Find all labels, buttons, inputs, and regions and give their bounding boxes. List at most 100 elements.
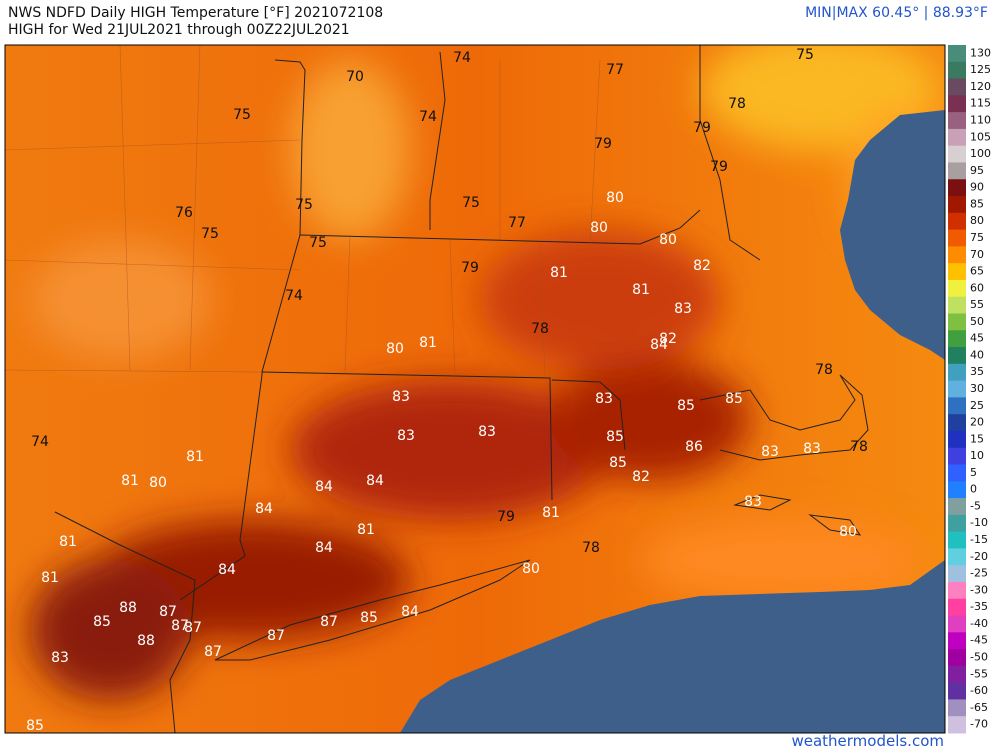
subtitle: HIGH for Wed 21JUL2021 through 00Z22JUL2…	[8, 22, 350, 38]
colorbar-swatch	[948, 330, 966, 348]
temperature-label: 80	[522, 561, 540, 577]
colorbar-label: 130	[970, 46, 991, 59]
temperature-label: 84	[255, 501, 273, 517]
colorbar-swatch	[948, 632, 966, 650]
colorbar-swatch	[948, 112, 966, 130]
colorbar-label: 10	[970, 449, 984, 462]
colorbar-swatch	[948, 565, 966, 583]
temperature-label: 80	[606, 190, 624, 206]
temperature-label: 79	[710, 159, 728, 175]
title: NWS NDFD Daily HIGH Temperature [°F] 202…	[8, 5, 384, 21]
temperature-label: 81	[419, 335, 437, 351]
temperature-label: 79	[693, 120, 711, 136]
colorbar-swatch	[948, 196, 966, 214]
colorbar-label: -10	[970, 516, 988, 529]
colorbar-label: 50	[970, 315, 984, 328]
temperature-label: 80	[839, 524, 857, 540]
temperature-label: 87	[267, 628, 285, 644]
colorbar-swatch	[948, 531, 966, 549]
temperature-label: 79	[461, 260, 479, 276]
colorbar-label: -70	[970, 718, 988, 731]
temperature-label: 74	[285, 288, 303, 304]
colorbar-label: 80	[970, 214, 984, 227]
colorbar-label: 125	[970, 63, 991, 76]
county-lines	[5, 45, 601, 379]
temperature-label: 81	[357, 522, 375, 538]
temperature-label: 78	[728, 96, 746, 112]
temperature-label: 83	[51, 650, 69, 666]
colorbar-label: -65	[970, 701, 988, 714]
temperature-label: 78	[582, 540, 600, 556]
boundaries	[54, 45, 869, 733]
colorbar-label: 70	[970, 248, 984, 261]
colorbar-label: -15	[970, 533, 988, 546]
temperature-label: 83	[761, 444, 779, 460]
temperature-label: 82	[693, 258, 711, 274]
colorbar-label: 90	[970, 181, 984, 194]
temperature-label: 70	[346, 69, 364, 85]
temperature-label: 81	[121, 473, 139, 489]
colorbar-label: 60	[970, 281, 984, 294]
map-frame	[4, 44, 946, 734]
temperature-label: 88	[137, 633, 155, 649]
temperature-label: 84	[650, 337, 668, 353]
colorbar-swatch	[948, 279, 966, 298]
temperature-label: 85	[725, 391, 743, 407]
temperature-label: 83	[595, 391, 613, 407]
min-max: MIN|MAX 60.45° | 88.93°F	[805, 5, 988, 21]
colorbar-swatch	[948, 347, 966, 365]
temperature-label: 84	[315, 479, 333, 495]
colorbar-label: 45	[970, 332, 984, 345]
colorbar-label: 115	[970, 97, 991, 110]
temperature-label: 74	[31, 434, 49, 450]
colorbar-swatch	[948, 699, 966, 717]
map-field: 74 77 75 70 78 75 74 79 79 79 80 76 75 75 77 75 80 80 75 79…	[5, 45, 945, 733]
colorbar-swatch	[948, 397, 966, 415]
colorbar-label: -55	[970, 667, 988, 680]
temperature-label: 87	[159, 604, 177, 620]
temperature-label: 81	[59, 534, 77, 550]
colorbar-label: 20	[970, 416, 984, 429]
temperature-label: 79	[497, 509, 515, 525]
temperature-label: 84	[401, 604, 419, 620]
temperature-label: 78	[850, 439, 868, 455]
temperature-label: 85	[677, 398, 695, 414]
temperature-label: 75	[295, 197, 313, 213]
temperature-label: 88	[119, 600, 137, 616]
temperature-label: 84	[315, 540, 333, 556]
temperature-label: 80	[590, 220, 608, 236]
colorbar-swatch	[948, 682, 966, 700]
colorbar-label: -5	[970, 499, 981, 512]
colorbar-label: -20	[970, 550, 988, 563]
colorbar-label: 120	[970, 80, 991, 93]
colorbar-swatch	[948, 581, 966, 600]
temperature-label: 75	[462, 195, 480, 211]
colorbar-swatch	[948, 363, 966, 382]
colorbar-swatch	[948, 548, 966, 566]
temperature-label: 75	[309, 235, 327, 251]
colorbar-label: 35	[970, 365, 984, 378]
temperature-label: 81	[41, 570, 59, 586]
colorbar-swatch	[948, 498, 966, 516]
colorbar-label: -50	[970, 650, 988, 663]
colorbar-label: -25	[970, 567, 988, 580]
colorbar-label: -60	[970, 684, 988, 697]
temperature-label: 81	[186, 449, 204, 465]
temperature-label: 83	[674, 301, 692, 317]
temperature-label: 80	[149, 475, 167, 491]
temperature-label: 76	[175, 205, 193, 221]
temperature-label: 85	[609, 455, 627, 471]
temperature-label: 83	[397, 428, 415, 444]
temperature-label: 85	[606, 429, 624, 445]
colorbar-label: 15	[970, 432, 984, 445]
temperature-label: 75	[233, 107, 251, 123]
temperature-label: 81	[542, 505, 560, 521]
temperature-label: 86	[685, 439, 703, 455]
temperature-label: 78	[531, 321, 549, 337]
colorbar-label: 105	[970, 130, 991, 143]
colorbar-label: -35	[970, 600, 988, 613]
footer: weathermodels.com	[791, 732, 944, 750]
temperature-label: 85	[93, 614, 111, 630]
colorbar-label: -30	[970, 583, 988, 596]
